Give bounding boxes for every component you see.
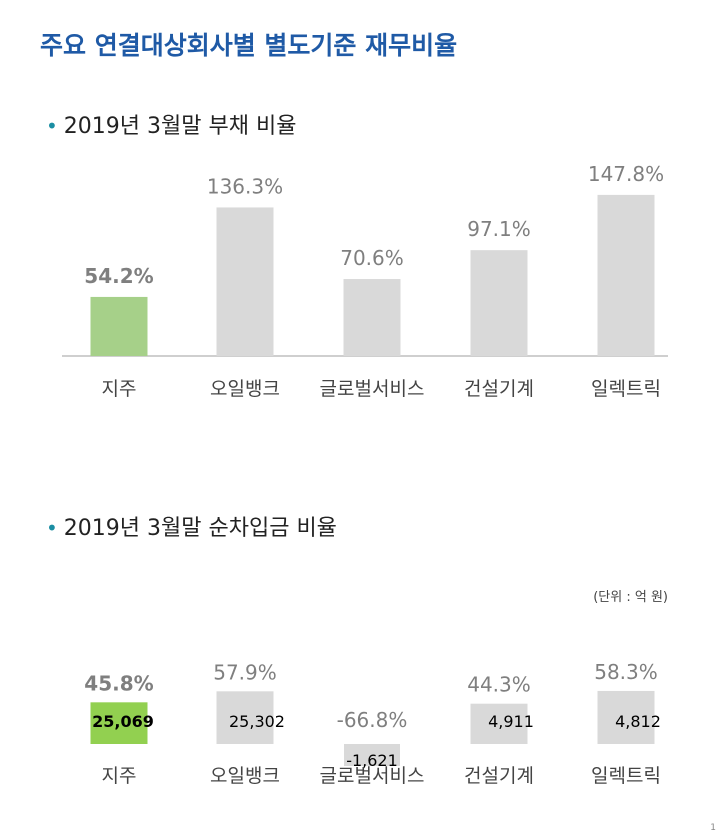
value-label-debt-4: 147.8% xyxy=(588,162,664,186)
category-label-debt-3: 건설기계 xyxy=(464,378,534,400)
value-label-debt-1: 136.3% xyxy=(207,174,283,198)
value-label-netdebt-4: 58.3% xyxy=(594,660,658,684)
amount-label-netdebt-1: 25,302 xyxy=(229,712,285,731)
category-label-debt-4: 일렉트릭 xyxy=(591,378,661,400)
value-label-debt-3: 97.1% xyxy=(467,217,531,241)
category-label-debt-2: 글로벌서비스 xyxy=(320,378,425,400)
category-label-debt-1: 오일뱅크 xyxy=(210,378,280,400)
bullet-icon: • xyxy=(46,516,58,540)
section-net-debt-ratio-label: 2019년 3월말 순차입금 비율 xyxy=(63,516,337,541)
category-label-netdebt-0: 지주 xyxy=(102,765,137,787)
bar-debt-3 xyxy=(470,250,528,356)
value-label-debt-2: 70.6% xyxy=(340,246,404,270)
value-label-netdebt-3: 44.3% xyxy=(467,673,531,697)
bar-debt-1 xyxy=(216,207,274,356)
amount-label-netdebt-3: 4,911 xyxy=(488,712,534,731)
section-debt-ratio-label: 2019년 3월말 부채 비율 xyxy=(63,114,297,139)
category-label-netdebt-1: 오일뱅크 xyxy=(210,765,280,787)
bar-debt-4 xyxy=(597,194,655,356)
bar-netdebt-1 xyxy=(216,691,274,744)
category-label-netdebt-2: 글로벌서비스 xyxy=(320,765,425,787)
bar-netdebt-0 xyxy=(90,702,148,744)
bar-debt-2 xyxy=(343,279,401,356)
section-debt-ratio: • 2019년 3월말 부채 비율 xyxy=(46,108,296,140)
category-label-netdebt-4: 일렉트릭 xyxy=(591,765,661,787)
page-title: 주요 연결대상회사별 별도기준 재무비율 xyxy=(40,31,458,60)
bar-netdebt-3 xyxy=(470,703,528,744)
bar-netdebt-2 xyxy=(344,744,400,766)
amount-label-netdebt-2: -1,621 xyxy=(346,751,398,770)
bullet-icon: • xyxy=(46,114,58,138)
bar-debt-0 xyxy=(90,296,148,356)
value-label-debt-0: 54.2% xyxy=(84,264,153,288)
category-label-netdebt-3: 건설기계 xyxy=(464,765,534,787)
value-label-netdebt-0: 45.8% xyxy=(84,671,153,695)
value-label-netdebt-1: 57.9% xyxy=(213,660,277,684)
amount-label-netdebt-0: 25,069 xyxy=(92,712,154,731)
section-net-debt-ratio: • 2019년 3월말 순차입금 비율 xyxy=(46,510,337,542)
bar-netdebt-4 xyxy=(597,690,655,744)
amount-label-netdebt-4: 4,812 xyxy=(615,712,661,731)
page-number: 1 xyxy=(710,823,716,833)
category-label-debt-0: 지주 xyxy=(102,378,137,400)
value-label-netdebt-2: -66.8% xyxy=(337,708,408,732)
unit-note: (단위 : 억 원) xyxy=(593,590,668,605)
